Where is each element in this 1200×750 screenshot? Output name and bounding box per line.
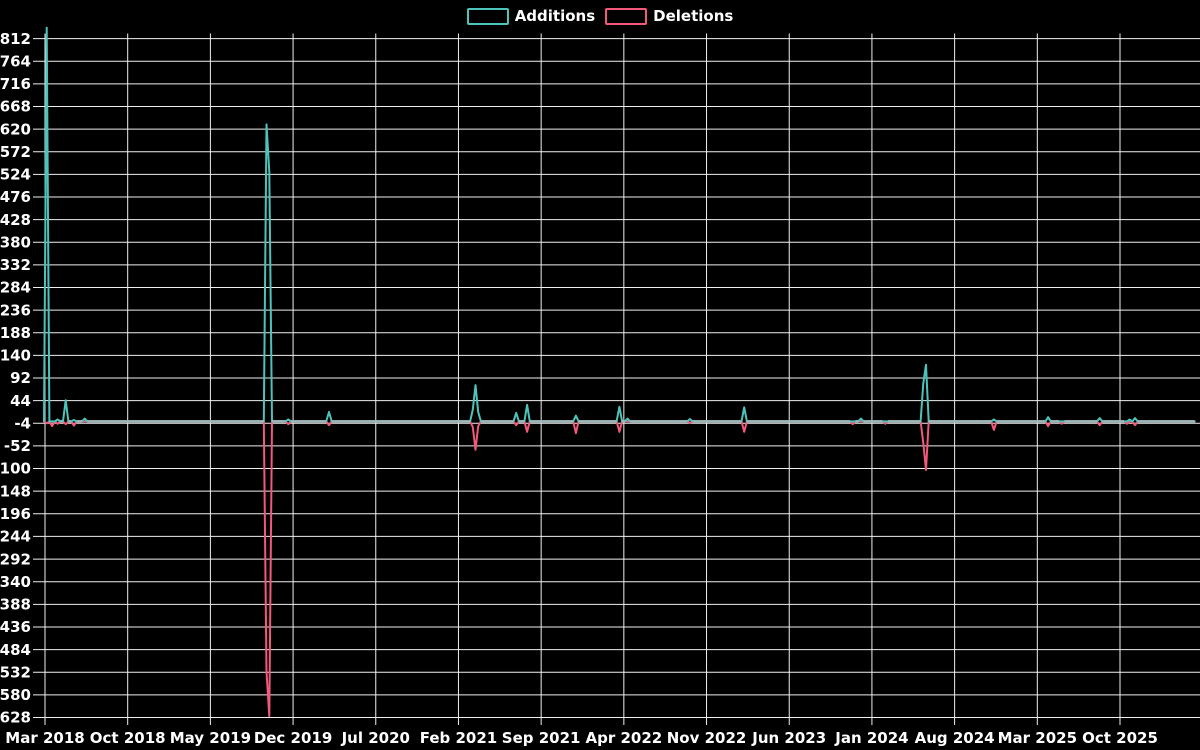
x-axis-tick-label: Jul 2020 [341, 729, 410, 747]
additions-line [43, 26, 1196, 423]
y-axis-tick-label: -100 [0, 460, 31, 478]
y-axis-tick-label: 140 [0, 347, 31, 365]
y-axis-tick-label: -388 [0, 596, 31, 614]
y-axis-tick-label: -484 [0, 641, 31, 659]
y-axis-tick-label: 380 [0, 233, 31, 251]
y-axis-tick-label: 620 [0, 120, 31, 138]
y-axis-tick-label: -532 [0, 663, 31, 681]
y-axis-tick-label: 332 [0, 256, 31, 274]
y-axis-tick-label: 716 [0, 75, 31, 93]
y-axis-tick-label: -4 [14, 414, 31, 432]
y-axis-tick-label: -628 [0, 709, 31, 727]
y-axis-tick-label: 92 [10, 369, 31, 387]
legend-swatch-additions-icon [466, 7, 509, 25]
x-axis-tick-label: Oct 2018 [90, 729, 166, 747]
x-axis-tick-label: Oct 2025 [1082, 729, 1158, 747]
x-axis-tick-label: Dec 2019 [254, 729, 333, 747]
y-axis-tick-label: 236 [0, 301, 31, 319]
y-axis-tick-label: -196 [0, 505, 31, 523]
y-axis-tick-label: -52 [4, 437, 31, 455]
y-axis-tick-label: 476 [0, 188, 31, 206]
y-axis-tick-label: 764 [0, 52, 31, 70]
y-axis-tick-label: -580 [0, 686, 31, 704]
x-axis-tick-labels: Mar 2018 Oct 2018 May 2019 Dec 2019 Jul 2020… [5, 729, 1158, 747]
y-axis-tick-label: 428 [0, 211, 31, 229]
legend-label-deletions: Deletions [653, 7, 734, 25]
y-axis-tick-label: -436 [0, 618, 31, 636]
y-axis-tick-label: 668 [0, 98, 31, 116]
x-axis-tick-label: Feb 2021 [420, 729, 498, 747]
legend-swatch-deletions-icon [605, 7, 648, 25]
y-axis-tick-label: -292 [0, 550, 31, 568]
x-axis-tick-label: Jan 2024 [834, 729, 908, 747]
y-axis-tick-label: 44 [10, 392, 31, 410]
legend-item-deletions[interactable]: Deletions [605, 7, 733, 25]
x-axis-tick-label: Sep 2021 [502, 729, 581, 747]
y-axis-tick-label: -244 [0, 528, 31, 546]
y-axis-tick-label: -340 [0, 573, 31, 591]
legend-item-additions[interactable]: Additions [466, 7, 596, 25]
vertical-gridlines [44, 33, 1121, 725]
x-axis-tick-label: Nov 2022 [667, 729, 747, 747]
x-axis-tick-label: May 2019 [170, 729, 251, 747]
y-axis-tick-label: 524 [0, 166, 31, 184]
x-axis-tick-label: Jun 2023 [751, 729, 826, 747]
x-axis-tick-label: Mar 2018 [5, 729, 84, 747]
legend: Additions Deletions [0, 7, 1200, 25]
x-axis-tick-label: Aug 2024 [915, 729, 995, 747]
y-axis-tick-label: 812 [0, 30, 31, 48]
y-axis-tick-label: -148 [0, 482, 31, 500]
y-axis-tick-label: 188 [0, 324, 31, 342]
y-axis-tick-label: 572 [0, 143, 31, 161]
legend-label-additions: Additions [514, 7, 596, 25]
x-axis-tick-label: Mar 2025 [998, 729, 1077, 747]
x-axis-tick-label: Apr 2022 [585, 729, 662, 747]
y-axis-tick-labels: 812 764 716 668 620 572 524 476 428 380 332 284 236 1… [0, 30, 31, 727]
horizontal-gridlines [33, 38, 1200, 718]
y-axis-tick-label: 284 [0, 279, 31, 297]
